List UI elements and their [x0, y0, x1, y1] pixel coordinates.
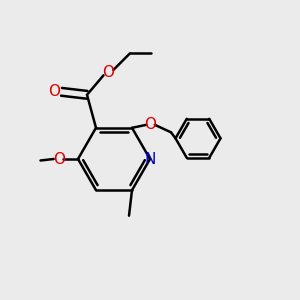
- Text: O: O: [145, 117, 157, 132]
- Text: O: O: [48, 84, 60, 99]
- Text: N: N: [144, 152, 156, 166]
- Text: O: O: [102, 65, 114, 80]
- Text: O: O: [53, 152, 65, 166]
